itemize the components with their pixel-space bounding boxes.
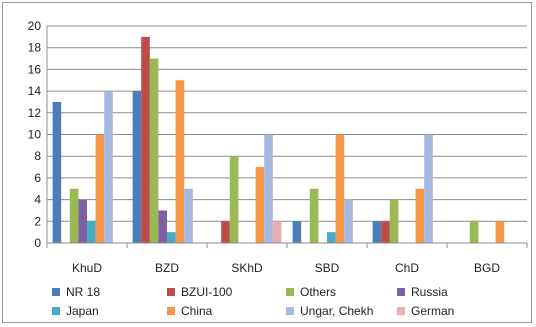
bar xyxy=(78,199,87,243)
legend-label: Ungar, Chekh xyxy=(300,304,373,318)
gridlines xyxy=(47,25,527,222)
y-tick-label: 4 xyxy=(34,193,41,207)
x-tick-label: KhuD xyxy=(72,261,102,275)
legend-label: BZUI-100 xyxy=(181,285,233,299)
bar xyxy=(141,36,150,243)
bar xyxy=(167,232,176,243)
y-tick-label: 18 xyxy=(28,41,42,55)
x-tick-label: SKhD xyxy=(231,261,263,275)
bar xyxy=(495,221,505,243)
y-tick-label: 8 xyxy=(34,149,41,163)
bar xyxy=(264,134,273,243)
bar xyxy=(372,221,382,243)
bar xyxy=(184,188,193,243)
bar xyxy=(221,221,230,243)
bar xyxy=(309,188,319,243)
x-tick-label: BGD xyxy=(474,261,500,275)
bar xyxy=(175,80,185,243)
legend-swatch xyxy=(397,307,405,315)
bar xyxy=(344,199,353,243)
x-tick-label: ChD xyxy=(395,261,419,275)
y-tick-labels: 0 2 4 6 8 10 12 14 16 18 20 xyxy=(28,19,42,250)
y-tick-label: 0 xyxy=(34,236,41,250)
legend: NR 18 BZUI-100 Others Russia Japan China Ungar… xyxy=(52,285,454,318)
bar xyxy=(132,91,142,243)
legend-label: Russia xyxy=(411,285,448,299)
x-tick-label: SBD xyxy=(315,261,340,275)
bars xyxy=(52,36,505,243)
bar xyxy=(229,156,239,243)
y-tick-label: 10 xyxy=(28,128,42,142)
bar xyxy=(255,167,265,243)
bar xyxy=(104,91,113,243)
legend-swatch xyxy=(167,288,175,296)
legend-swatch xyxy=(286,288,294,296)
y-tick-label: 6 xyxy=(34,171,41,185)
legend-swatch xyxy=(167,307,175,315)
bar xyxy=(95,134,105,243)
bar xyxy=(327,232,336,243)
bar xyxy=(381,221,390,243)
bar xyxy=(389,199,399,243)
y-tick-label: 2 xyxy=(34,214,41,228)
bar xyxy=(415,188,425,243)
legend-label: China xyxy=(181,304,213,318)
y-tick-label: 16 xyxy=(28,62,42,76)
y-tick-label: 20 xyxy=(28,19,42,33)
axes xyxy=(46,26,528,248)
legend-swatch xyxy=(52,307,60,315)
bar xyxy=(87,221,96,243)
x-tick-labels: KhuD BZD SKhD SBD ChD BGD xyxy=(72,261,500,275)
bar xyxy=(292,221,302,243)
bar xyxy=(424,134,433,243)
y-tick-label: 12 xyxy=(28,106,42,120)
bar xyxy=(335,134,345,243)
bar xyxy=(469,221,479,243)
legend-label: Others xyxy=(300,285,336,299)
legend-label: NR 18 xyxy=(66,285,100,299)
bar xyxy=(69,188,79,243)
y-tick-label: 14 xyxy=(28,84,42,98)
bar xyxy=(149,58,159,243)
x-tick-label: BZD xyxy=(155,261,179,275)
legend-swatch xyxy=(397,288,405,296)
legend-label: Japan xyxy=(66,304,99,318)
bar xyxy=(52,101,62,243)
legend-swatch xyxy=(52,288,60,296)
bar xyxy=(272,221,282,243)
legend-swatch xyxy=(286,307,294,315)
legend-label: German xyxy=(411,304,454,318)
bar xyxy=(158,210,167,243)
